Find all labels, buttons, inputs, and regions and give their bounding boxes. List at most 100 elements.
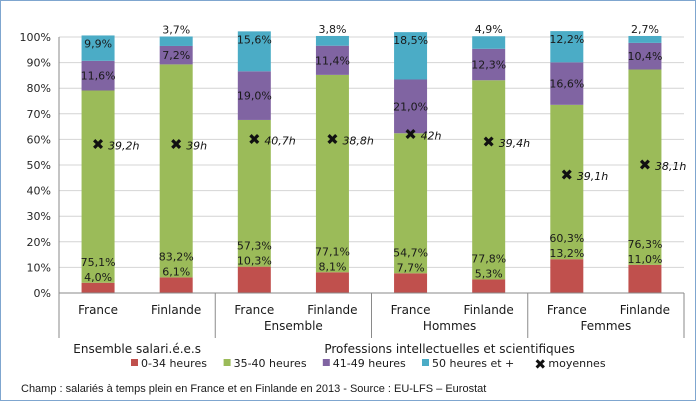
legend-swatch: [223, 359, 231, 366]
average-label: 42h: [421, 129, 442, 142]
bar-segment: [550, 104, 584, 260]
average-label: 38,8h: [342, 134, 373, 147]
data-label: 5,3%: [475, 267, 503, 280]
bar-segment: [81, 90, 115, 283]
data-label: 54,7%: [393, 246, 428, 259]
legend-label: moyennes: [548, 357, 605, 370]
data-label: 16,6%: [549, 78, 584, 91]
y-tick-label: 20%: [27, 236, 51, 249]
legend-label: 0-34 heures: [141, 357, 207, 370]
data-label: 77,8%: [471, 252, 506, 265]
y-tick-label: 0%: [34, 287, 51, 300]
bar-segment: [628, 69, 662, 265]
stacked-bar-chart: 0% 10% 20% 30% 40% 50% 60% 70% 80% 90% 100% 4,0% 6,1…: [20, 23, 687, 373]
average-label: 39,1h: [577, 170, 608, 183]
data-label: 13,2%: [549, 247, 584, 260]
average-marker: ✖: [248, 130, 261, 148]
y-tick-label: 30%: [27, 210, 51, 223]
bar-segment: [81, 282, 115, 293]
bar-segment: [628, 264, 662, 293]
y-tick-label: 70%: [27, 108, 51, 121]
bar-segment: [237, 71, 271, 120]
group-label: Ensemble salari.é.e.s: [73, 342, 201, 356]
legend-label: 50 heures et +: [432, 357, 514, 370]
y-tick-label: 40%: [27, 185, 51, 198]
data-label: 76,3%: [627, 238, 662, 251]
data-label: 9,9%: [84, 37, 112, 50]
data-label: 19,0%: [237, 90, 272, 103]
category-label: France: [391, 303, 431, 317]
bar-segment: [159, 36, 193, 46]
data-label: 8,1%: [318, 260, 346, 273]
group-label: Femmes: [581, 319, 632, 333]
data-label: 11,4%: [315, 54, 350, 67]
category-label: France: [234, 303, 274, 317]
data-label: 10,3%: [237, 255, 272, 268]
data-label: 12,2%: [549, 33, 584, 46]
source-note: Champ : salariés à temps plein en France…: [21, 383, 487, 395]
y-tick-label: 80%: [27, 82, 51, 95]
average-label: 39,2h: [108, 140, 139, 153]
data-label: 6,1%: [162, 265, 190, 278]
bar-segment: [315, 35, 349, 46]
data-label: 3,7%: [162, 23, 190, 36]
data-label: 12,3%: [471, 59, 506, 72]
group-label: Ensemble: [264, 319, 323, 333]
data-label: 10,4%: [627, 50, 662, 63]
data-label: 15,6%: [237, 33, 272, 46]
bar-segment: [237, 266, 271, 293]
data-label: 18,5%: [393, 34, 428, 47]
data-label: 60,3%: [549, 232, 584, 245]
bar-segment: [394, 32, 428, 80]
average-marker: ✖: [404, 125, 417, 143]
bar-segment: [81, 35, 115, 61]
bar-segment: [628, 35, 662, 43]
bar-segment: [472, 279, 506, 293]
legend-swatch: [422, 359, 429, 366]
data-label: 75,1%: [81, 256, 116, 269]
bar-segment: [159, 45, 193, 65]
group-header: Professions intellectuelles et scientifi…: [324, 342, 575, 356]
bar-segment: [394, 133, 428, 274]
data-label: 11,0%: [627, 253, 662, 266]
average-label: 38,1h: [655, 160, 686, 173]
average-marker: ✖: [561, 166, 574, 184]
y-tick-label: 90%: [27, 57, 51, 70]
average-marker: ✖: [639, 156, 652, 174]
y-tick-label: 60%: [27, 133, 51, 146]
bar-segment: [628, 42, 662, 70]
bar-segment: [550, 31, 584, 63]
data-label: 2,7%: [631, 23, 659, 36]
average-marker: ✖: [170, 136, 183, 154]
category-label: Finlande: [151, 303, 201, 317]
category-label: Finlande: [307, 303, 357, 317]
category-label: Finlande: [620, 303, 670, 317]
category-label: Finlande: [464, 303, 514, 317]
bar-segment: [315, 45, 349, 75]
average-marker: ✖: [482, 133, 495, 151]
category-label: France: [547, 303, 587, 317]
bar-segment: [550, 259, 584, 293]
bar-segment: [315, 272, 349, 293]
y-tick-label: 100%: [20, 31, 51, 44]
category-label: France: [78, 303, 118, 317]
average-marker: ✖: [92, 136, 105, 154]
data-label: 7,7%: [397, 261, 425, 274]
legend-swatch: [322, 359, 330, 366]
data-label: 4,0%: [84, 271, 112, 284]
bar-segment: [81, 60, 115, 91]
bar-segment: [550, 62, 584, 105]
bar-segment: [472, 36, 506, 49]
bar-segment: [159, 277, 193, 293]
data-label: 77,1%: [315, 245, 350, 258]
legend-swatch: [131, 359, 138, 366]
average-label: 39h: [186, 140, 207, 153]
group-label: Hommes: [423, 319, 476, 333]
legend-average-marker: ✖: [534, 357, 546, 373]
legend-label: 41-49 heures: [333, 357, 406, 370]
bar-segment: [237, 31, 271, 72]
y-tick-label: 10%: [27, 261, 51, 274]
bar-segment: [472, 80, 506, 280]
bar-segment: [237, 119, 271, 267]
